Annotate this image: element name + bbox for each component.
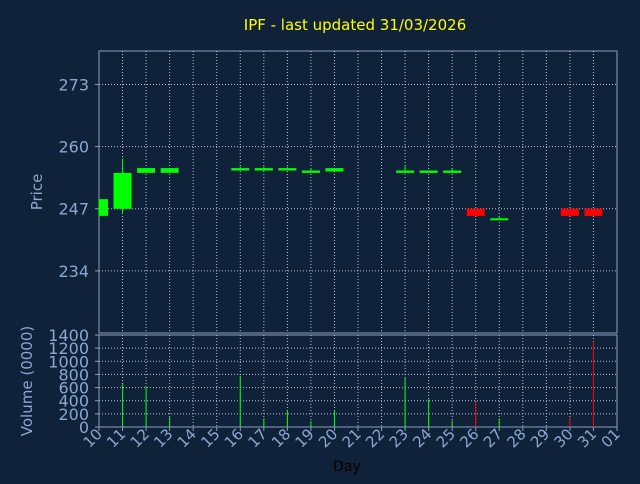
price-ytick-label: 260 [58,138,89,157]
candlestick [419,170,438,173]
candle-body [443,170,462,173]
price-ytick-label: 273 [58,75,89,94]
x-tick-label: 29 [527,425,553,451]
candlestick [396,165,415,173]
candlestick [560,208,579,216]
volume-panel: 0200400600800100012001400101112131415161… [48,326,624,451]
candlestick [113,158,132,214]
candle-body [113,172,132,209]
volume-ytick-label: 1400 [48,326,89,345]
candle-body [137,168,156,173]
candlestick [466,208,485,216]
candle-body [254,168,273,171]
candle-body [99,199,108,216]
candle-body [490,218,509,221]
candle-body [301,170,320,173]
x-tick-label: 20 [315,425,341,451]
volume-axis-label: Volume (0000) [18,326,36,436]
candle-body [325,168,344,172]
chart-title: IPF - last updated 31/03/2026 [244,16,466,34]
x-tick-label: 17 [244,425,270,451]
price-axis-label: Price [28,174,46,211]
x-tick-label: 16 [221,425,247,451]
candlestick [278,166,297,171]
candle-body [419,170,438,173]
candlestick [231,166,250,171]
candle-body [560,208,579,216]
x-tick-label: 18 [268,425,294,451]
candle-body [160,168,179,173]
candlestick [325,168,344,172]
price-panel: 234 247 260 273 [58,50,618,334]
volume-ytick-label: 1000 [48,352,89,371]
candlestick [98,199,108,216]
volume-ytick-label: 1200 [48,339,89,358]
x-tick-label: 27 [480,425,506,451]
candle-body [466,208,485,216]
x-tick-label: 28 [503,425,529,451]
x-tick-label: 31 [574,425,600,451]
x-axis-label: Day [333,459,361,475]
x-tick-label: 21 [339,425,365,451]
candle-body [584,208,603,216]
x-tick-label: 14 [174,425,200,451]
x-tick-label: 26 [456,425,482,451]
candle-body [396,170,415,173]
volume-ytick-label: 200 [58,405,89,424]
candlestick [584,208,603,216]
x-tick-label: 01 [598,425,624,451]
x-tick-label: 19 [292,425,318,451]
candlestick [443,168,462,173]
x-tick-label: 13 [150,425,176,451]
x-tick-label: 25 [433,425,459,451]
candle-body [278,168,297,171]
x-tick-label: 15 [197,425,223,451]
x-tick-label: 12 [127,425,153,451]
candlestick [490,215,509,221]
candlestick [301,168,320,173]
candlestick [137,168,156,173]
volume-ytick-label: 0 [79,418,89,437]
candle-body [231,168,250,171]
x-tick-label: 30 [551,425,577,451]
x-tick-label: 22 [362,425,388,451]
price-ytick-label: 234 [58,262,89,281]
x-tick-label: 24 [409,425,435,451]
x-tick-label: 23 [386,425,412,451]
price-ytick-label: 247 [58,200,89,219]
volume-ytick-label: 600 [58,379,89,398]
candlestick [254,166,273,172]
candlestick [160,168,179,173]
x-tick-label: 11 [103,425,129,451]
volume-ytick-label: 400 [58,392,89,411]
volume-ytick-label: 800 [58,365,89,384]
